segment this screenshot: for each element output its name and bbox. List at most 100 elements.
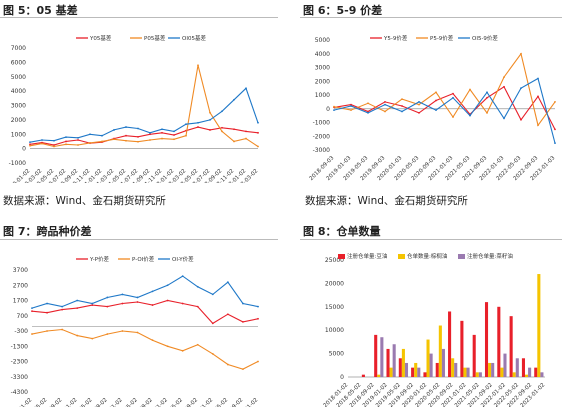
data-point (435, 109, 437, 112)
legend-label: P5-9价差 (430, 34, 454, 42)
data-point (46, 302, 48, 305)
data-point (136, 296, 139, 299)
bar (448, 311, 452, 377)
data-point (121, 330, 124, 332)
data-point (469, 114, 471, 117)
bar (438, 325, 442, 377)
legend-label: OI5-9价差 (472, 34, 498, 42)
data-point (61, 328, 64, 331)
data-point (29, 144, 31, 147)
chart-05-basis: -1000010002000300040005000600070002020-0… (5, 34, 260, 183)
data-point (151, 339, 154, 342)
data-point (91, 302, 94, 305)
data-point (520, 118, 522, 121)
data-point (257, 360, 259, 363)
data-point (53, 144, 55, 146)
bar (488, 362, 492, 377)
data-point (333, 109, 335, 112)
data-point (197, 126, 199, 128)
data-point (121, 293, 124, 296)
data-point (196, 285, 199, 288)
data-point (76, 334, 79, 337)
legend-label: P05基差 (144, 34, 166, 42)
data-point (106, 305, 109, 308)
data-point (181, 275, 184, 277)
data-point (554, 142, 556, 145)
data-point (452, 92, 454, 95)
data-point (209, 118, 211, 121)
title-rule (0, 239, 278, 240)
data-point (151, 304, 154, 306)
data-point (211, 322, 214, 325)
data-point (166, 299, 169, 302)
data-point (197, 121, 199, 124)
data-point (221, 110, 223, 113)
data-point (125, 126, 127, 128)
bar (466, 367, 470, 377)
data-point (29, 143, 31, 146)
data-point (89, 133, 91, 136)
y-tick-label: 15000 (325, 304, 344, 311)
chart-5-9-spread: -3000-2000-10000100020003000400050002018… (309, 34, 557, 182)
data-point (53, 139, 55, 142)
data-point (486, 96, 488, 99)
bar (521, 358, 525, 377)
data-point (401, 105, 403, 107)
data-point (136, 331, 139, 334)
data-point (65, 136, 67, 139)
bar (537, 274, 541, 377)
series-line (31, 328, 259, 370)
y-tick-label: 5000 (11, 74, 26, 81)
y-tick-label: 25000 (325, 257, 344, 264)
bar (512, 372, 516, 377)
bar (392, 344, 396, 377)
chart-cross-variety-spread: -4300 -3300 -2300 -1300 -300 700 1700 2700 3700 2… (7, 255, 260, 407)
data-point (469, 88, 471, 91)
data-point (31, 310, 33, 313)
legend-label: 注册仓单量:豆油 (347, 252, 388, 260)
data-point (106, 333, 109, 335)
bar (377, 374, 381, 377)
y-tick-label: -1000 (313, 120, 331, 127)
legend-label: Y-P价差 (89, 255, 110, 263)
data-point (196, 343, 199, 346)
data-point (367, 111, 369, 114)
data-point (166, 345, 169, 348)
bar (398, 358, 402, 377)
series-line (333, 86, 556, 130)
data-point (125, 134, 127, 137)
data-point (65, 140, 67, 143)
bar (404, 362, 409, 377)
data-point (503, 76, 505, 79)
y-tick-label: 3700 (13, 267, 28, 274)
source-note: 数据来源：Wind、金石期货研究所 (3, 195, 166, 207)
data-point (151, 290, 154, 293)
data-point (245, 87, 247, 90)
data-point (181, 349, 184, 352)
data-point (503, 85, 505, 88)
data-point (77, 139, 79, 141)
data-point (537, 124, 539, 127)
bar (540, 372, 544, 377)
data-point (185, 134, 187, 137)
bar (380, 337, 384, 377)
data-point (245, 137, 247, 140)
y-tick-label: 5000 (315, 37, 330, 44)
y-tick-label: 10000 (325, 327, 344, 334)
data-point (113, 138, 115, 141)
y-tick-label: 2700 (13, 282, 28, 289)
data-point (113, 129, 115, 131)
data-point (31, 307, 33, 310)
y-tick-label: 4000 (315, 51, 330, 58)
y-tick-label: 5000 (329, 351, 344, 358)
bar (472, 334, 476, 377)
data-point (61, 308, 64, 311)
bar (389, 367, 393, 377)
y-tick-label: -300 (14, 328, 28, 335)
bar (414, 362, 418, 377)
legend-label: P-OI价差 (132, 255, 155, 263)
data-point (554, 100, 556, 103)
bar (491, 362, 495, 377)
legend-label: OI-Y价差 (172, 255, 194, 263)
data-point (173, 134, 175, 136)
